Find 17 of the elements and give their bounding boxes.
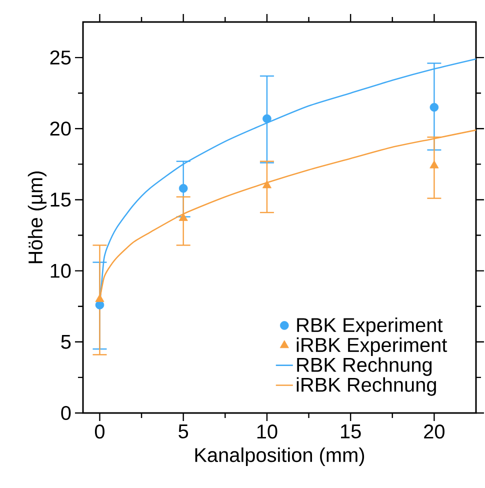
legend-label: RBK Experiment [297,317,443,336]
x-tick-label: 20 [424,424,445,439]
x-tick-label: 15 [341,424,362,438]
legend-label: iRBK Rechnung [297,377,436,396]
y-tick-label: 15 [51,192,71,207]
y-tick-label: 10 [51,264,71,278]
x-tick-label: 0 [95,424,105,439]
x-tick-label: 5 [178,424,188,438]
y-tick-label: 20 [50,122,71,136]
y-axis-title: Höhe (µm) [28,172,47,264]
legend-label: iRBK Experiment [297,337,448,356]
legend-label: RBK Rechnung [297,357,432,376]
y-tick-label: 0 [61,406,71,420]
x-axis-title: Kanalposition (mm) [196,447,364,466]
y-tick-label: 5 [61,334,71,349]
y-tick-label: 25 [50,50,71,65]
x-tick-label: 10 [258,424,278,439]
